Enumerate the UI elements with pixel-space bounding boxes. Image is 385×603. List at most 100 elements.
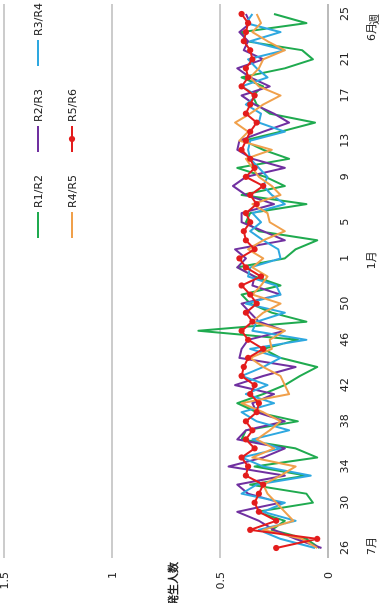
data-point: [242, 210, 249, 217]
data-point: [253, 201, 260, 208]
data-point: [260, 345, 267, 352]
x-tick-label: 26: [338, 541, 351, 555]
data-point: [247, 219, 254, 226]
data-point: [260, 182, 267, 190]
data-point: [236, 255, 243, 262]
x-tick-label: 30: [338, 496, 351, 510]
data-point: [240, 38, 247, 45]
data-point: [247, 291, 254, 298]
month-label: 1月: [365, 251, 378, 269]
series-line-R4-R5: [234, 13, 318, 549]
data-point: [247, 391, 254, 398]
data-point: [251, 246, 258, 253]
x-tick-label: 1: [338, 255, 351, 262]
data-point: [238, 146, 245, 153]
x-tick-label: 17: [338, 88, 351, 102]
data-point: [247, 526, 254, 534]
data-point: [238, 454, 245, 461]
legend-label: R1/R2: [32, 175, 45, 208]
legend-item: R3/R4: [32, 3, 45, 66]
x-tick-label: 38: [338, 414, 351, 428]
data-point: [273, 544, 280, 552]
x-tick-label: 46: [338, 333, 351, 347]
data-point: [314, 535, 321, 543]
data-point: [255, 490, 262, 497]
data-point: [245, 336, 252, 343]
x-tick-label: 21: [338, 52, 351, 66]
y-tick-label: 0.5: [214, 572, 227, 590]
legend-item: R2/R3: [32, 89, 45, 152]
x-tick-label: 25: [338, 7, 351, 21]
month-label: 6月: [365, 23, 378, 41]
x-axis-unit-label: 週: [368, 14, 381, 25]
legend-item: R4/R5: [66, 175, 79, 238]
data-point: [242, 237, 249, 244]
legend-label: R5/R6: [66, 89, 79, 122]
y-tick-label: 0: [322, 572, 335, 579]
data-point: [242, 110, 249, 117]
data-point: [240, 228, 247, 235]
x-tick-label: 9: [338, 173, 351, 180]
series-group: [197, 10, 322, 552]
x-tick-labels: 26 30 34 38 42 46 50 1 5 9 13 17 21 25: [338, 7, 351, 555]
data-point: [251, 382, 258, 389]
data-point: [257, 273, 265, 280]
data-point: [249, 427, 256, 434]
data-point: [238, 10, 245, 18]
data-point: [273, 517, 280, 524]
x-tick-label: 50: [338, 297, 351, 311]
data-point: [253, 300, 260, 307]
data-point: [242, 309, 249, 316]
legend-marker: [68, 135, 76, 143]
data-point: [245, 463, 252, 470]
data-point: [242, 28, 249, 36]
data-point: [245, 20, 252, 27]
data-point: [247, 155, 254, 162]
x-tick-label: 5: [338, 219, 351, 226]
data-point: [253, 409, 260, 416]
month-labels: 7月 1月 6月: [365, 23, 378, 555]
y-tick-label: 1.5: [0, 572, 11, 590]
data-point: [242, 264, 249, 271]
data-point: [238, 372, 245, 380]
data-point: [251, 499, 258, 506]
data-point: [238, 282, 245, 289]
data-point: [251, 164, 258, 171]
legend-item: R1/R2: [32, 175, 45, 238]
x-tick-label: 42: [338, 378, 351, 392]
data-point: [238, 327, 245, 334]
y-tick-label: 1: [106, 572, 119, 579]
data-point: [247, 47, 254, 54]
legend-label: R2/R3: [32, 89, 45, 122]
data-point: [253, 119, 260, 126]
y-axis-label: 発生人数: [166, 561, 180, 603]
data-point: [249, 56, 256, 63]
data-point: [240, 363, 247, 371]
x-tick-label: 13: [338, 134, 351, 148]
grid-lines: [3, 4, 329, 558]
series-line-R1-R2: [197, 13, 320, 549]
data-point: [242, 173, 249, 180]
data-point: [251, 445, 258, 452]
data-point: [242, 65, 249, 72]
data-point: [260, 481, 267, 488]
data-point: [255, 508, 262, 515]
data-point: [247, 128, 254, 135]
data-point: [247, 101, 254, 108]
data-point: [247, 191, 254, 199]
month-label: 7月: [365, 537, 378, 555]
legend-label: R4/R5: [66, 175, 79, 208]
data-point: [238, 83, 245, 90]
legend: R1/R2 R2/R3 R3/R4 R4/R5 R5/R6: [32, 3, 79, 238]
data-point: [245, 354, 252, 361]
x-tick-label: 34: [338, 460, 351, 474]
data-point: [242, 472, 249, 479]
data-point: [251, 92, 258, 99]
data-point: [249, 318, 256, 325]
data-point: [242, 137, 249, 144]
data-point: [255, 400, 262, 407]
data-point: [242, 418, 249, 425]
y-tick-labels: 00.511.522.53: [0, 572, 335, 590]
data-point: [245, 74, 252, 81]
